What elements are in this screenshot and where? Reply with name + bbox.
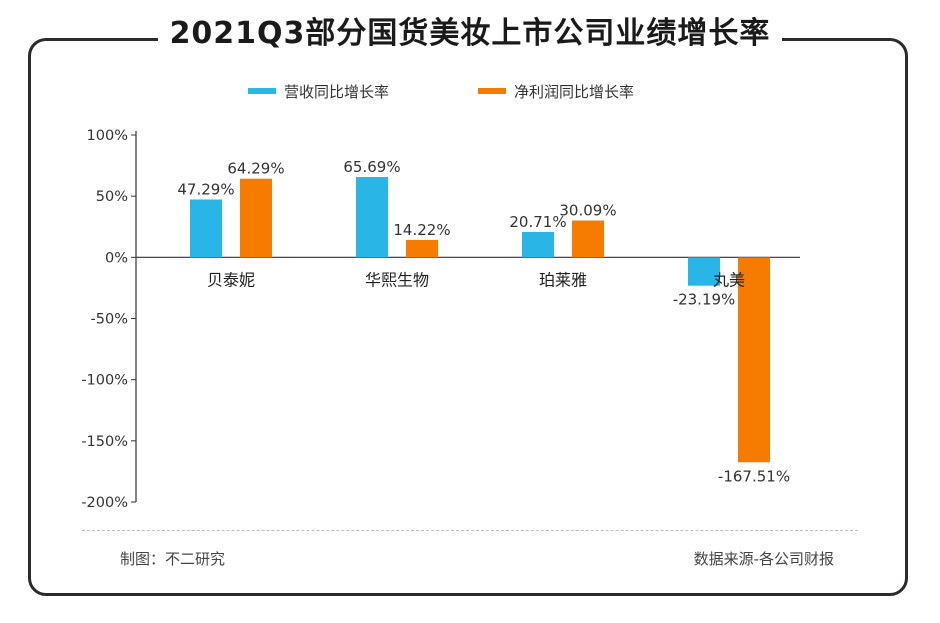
category-label-1: 华熙生物 [365, 270, 429, 289]
legend-label-1: 净利润同比增长率 [514, 83, 634, 101]
chart-title: 2021Q3部分国货美妆上市公司业绩增长率 [0, 8, 940, 52]
y-tick-label: -50% [91, 312, 128, 328]
bar-0-0 [190, 199, 222, 258]
y-tick-label: -200% [81, 495, 128, 511]
data-label-0-1: 64.29% [227, 160, 284, 178]
category-label-0: 贝泰妮 [207, 270, 255, 289]
data-label-3-1: -167.51% [718, 467, 790, 485]
bar-2-0 [522, 231, 554, 258]
legend-swatch-0 [248, 88, 276, 94]
data-label-3-0: -23.19% [673, 291, 736, 309]
data-label-1-0: 65.69% [343, 158, 400, 176]
chart-title-text: 2021Q3部分国货美妆上市公司业绩增长率 [157, 16, 783, 51]
bar-1-1 [406, 239, 438, 258]
footer-source: 数据来源-各公司财报 [693, 550, 834, 568]
category-label-3: 丸美 [713, 270, 745, 289]
bar-1-0 [356, 176, 388, 258]
legend-label-0: 营收同比增长率 [284, 83, 389, 101]
data-label-1-1: 14.22% [393, 221, 450, 239]
bar-0-1 [240, 178, 272, 258]
bar-2-1 [572, 220, 604, 258]
bar-3-1 [738, 257, 770, 463]
footer-divider [82, 530, 858, 531]
data-label-0-0: 47.29% [177, 180, 234, 198]
data-label-2-1: 30.09% [559, 202, 616, 220]
y-tick-label: 0% [105, 250, 128, 266]
y-tick-label: -100% [81, 373, 128, 389]
footer-made-by: 制图：不二研究 [120, 550, 226, 568]
category-label-2: 珀莱雅 [539, 270, 587, 289]
legend-swatch-1 [478, 88, 506, 94]
y-tick-label: 50% [96, 189, 128, 205]
bar-3-0 [688, 257, 720, 286]
data-label-2-0: 20.71% [509, 213, 566, 231]
y-tick-label: 100% [87, 128, 128, 144]
y-tick-label: -150% [81, 434, 128, 450]
